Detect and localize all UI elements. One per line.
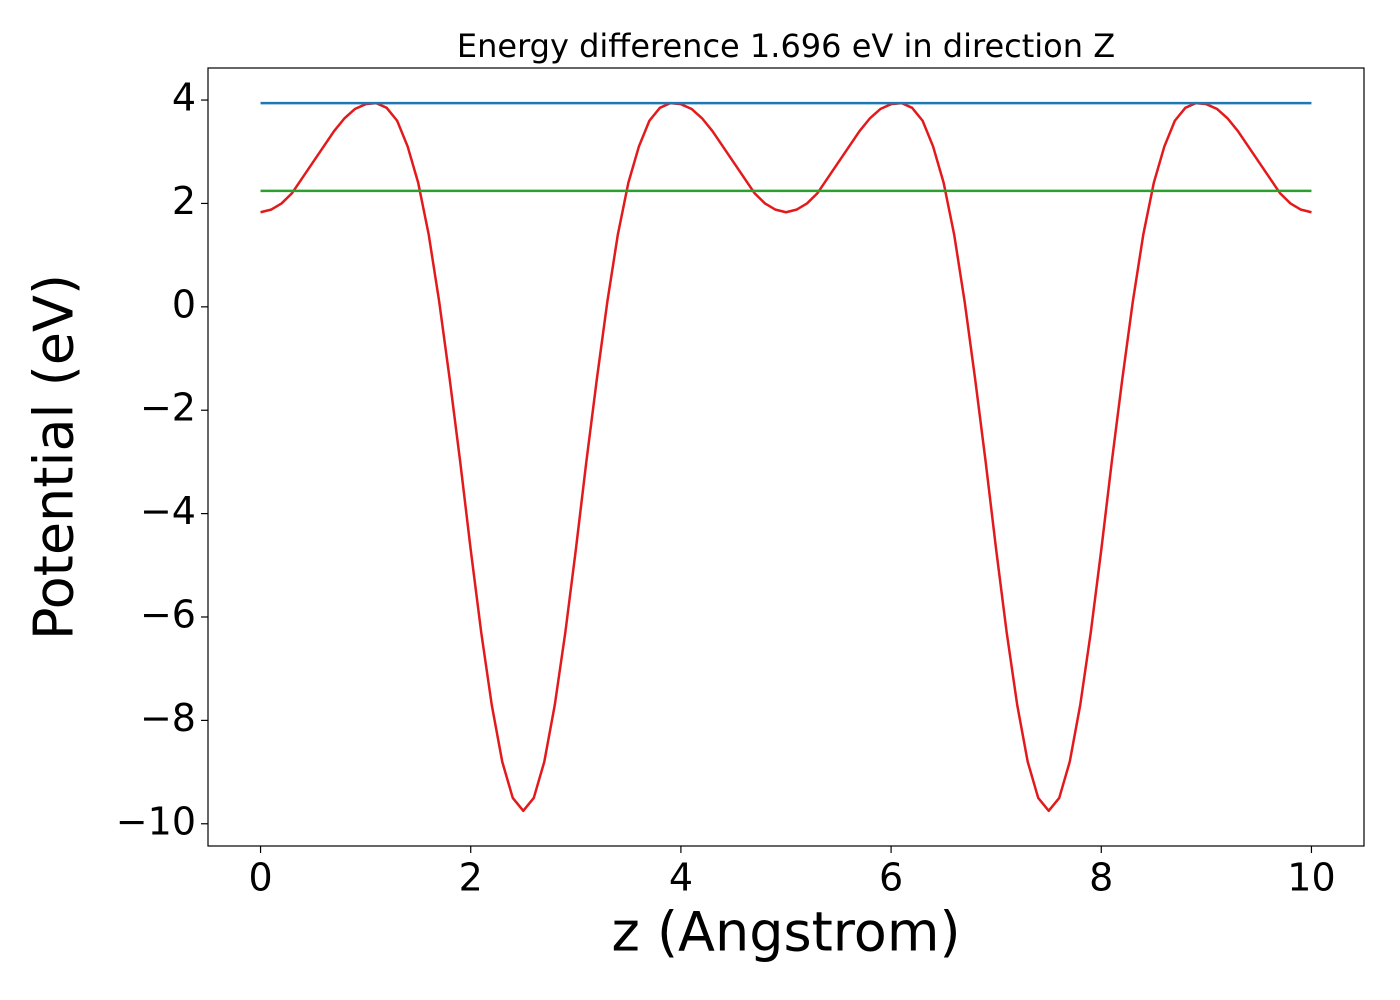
x-axis-label: z (Angstrom) xyxy=(611,901,960,964)
x-tick-label: 4 xyxy=(669,856,693,900)
chart-title: Energy difference 1.696 eV in direction … xyxy=(457,27,1115,65)
y-tick-label: −4 xyxy=(140,489,196,533)
y-tick-label: −8 xyxy=(140,696,196,740)
x-tick-label: 6 xyxy=(879,856,903,900)
x-tick-label: 8 xyxy=(1089,856,1113,900)
plot-frame xyxy=(207,67,1365,847)
x-tick-label: 10 xyxy=(1287,856,1335,900)
x-tick-label: 0 xyxy=(248,856,272,900)
y-tick-label: 0 xyxy=(172,282,196,326)
y-tick-label: −6 xyxy=(140,592,196,636)
x-tick-label: 2 xyxy=(459,856,483,900)
y-tick-label: 4 xyxy=(172,76,196,120)
y-tick-label: −2 xyxy=(140,386,196,430)
y-tick-label: 2 xyxy=(172,179,196,223)
line-series xyxy=(260,101,1312,813)
y-axis-label: Potential (eV) xyxy=(23,274,86,640)
y-tick-label: −10 xyxy=(116,799,196,843)
